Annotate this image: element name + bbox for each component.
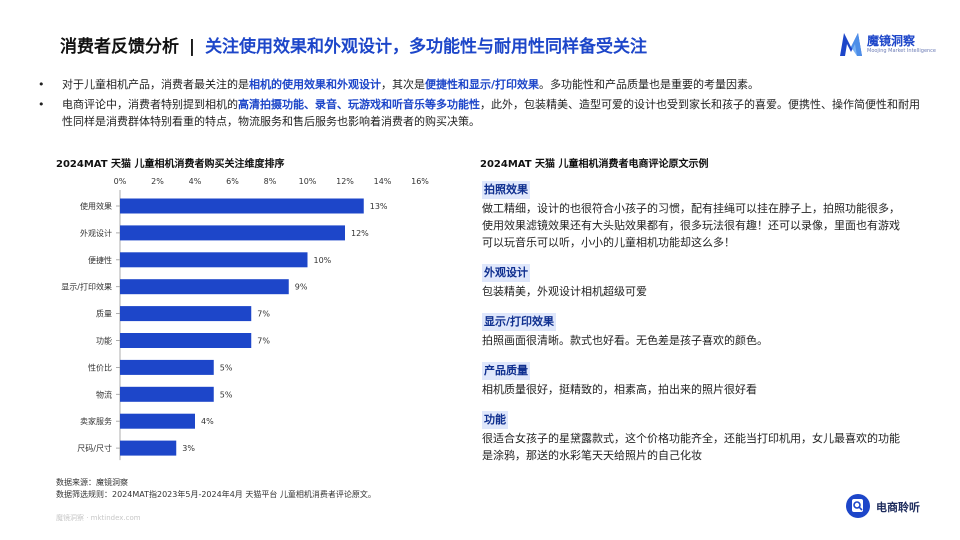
- brand-logo: 魔镜洞察 Moojing Market Intelligence: [838, 30, 938, 60]
- bar: [120, 306, 252, 322]
- brand-logo-name: 魔镜洞察: [867, 34, 916, 48]
- bullet-text: ，其次是: [381, 78, 425, 91]
- bar-value-label: 3%: [182, 444, 195, 453]
- review-item: 功能 很适合女孩子的星黛露款式，这个价格功能齐全，还能当打印机用，女儿最喜欢的功…: [482, 408, 902, 464]
- category-label: 性价比: [88, 362, 112, 372]
- bullet-dot: •: [38, 78, 45, 91]
- review-text: 包装精美，外观设计相机超级可爱: [482, 285, 647, 298]
- review-item: 产品质量 相机质量很好，挺精致的，相素高，拍出来的照片很好看: [482, 359, 902, 398]
- bar-value-label: 13%: [370, 202, 388, 211]
- review-text: 很适合女孩子的星黛露款式，这个价格功能齐全，还能当打印机用，女儿最喜欢的功能是涂…: [482, 432, 900, 462]
- data-source: 数据来源：魔镜洞察 数据筛选规则：2024MAT指2023年5月-2024年4月…: [56, 477, 376, 501]
- bar-value-label: 5%: [220, 390, 233, 399]
- badge-circle: [846, 494, 870, 518]
- bar-value-label: 12%: [351, 229, 369, 238]
- bar-value-label: 9%: [295, 283, 308, 292]
- review-text: 做工精细，设计的也很符合小孩子的习惯，配有挂绳可以挂在脖子上，拍照功能很多，使用…: [482, 202, 900, 249]
- bar: [120, 413, 195, 429]
- bullet-dot: •: [38, 98, 45, 111]
- bullet-text: 。多功能性和产品质量也是重要的考量因素。: [539, 78, 760, 91]
- chart-title: 2024MAT 天猫 儿童相机消费者购买关注维度排序: [56, 159, 285, 170]
- attention-bar-chart: 0% 2% 4% 6% 8% 10% 12% 14% 16% 使用效果 13% 外观设计 12% 便捷性 1…: [61, 177, 429, 461]
- review-tag: 产品质量: [482, 362, 530, 380]
- bar: [120, 225, 345, 241]
- review-item: 拍照效果 做工精细，设计的也很符合小孩子的习惯，配有挂绳可以挂在脖子上，拍照功能…: [482, 178, 902, 251]
- category-label: 功能: [96, 336, 112, 346]
- review-text: 拍照画面很清晰。款式也好看。无色差是孩子喜欢的颜色。: [482, 334, 768, 347]
- x-tick-label: 10%: [299, 177, 317, 186]
- bar-value-label: 7%: [257, 337, 270, 346]
- bullet-text: ，此外，包装精美、造型可爱的设计也受到家长和孩子的喜爱。便携性、操作简便性和耐用…: [62, 98, 920, 128]
- category-label: 便捷性: [88, 255, 112, 265]
- ecommerce-listening-badge: 电商聆听: [846, 494, 936, 522]
- review-item: 显示/打印效果 拍照画面很清晰。款式也好看。无色差是孩子喜欢的颜色。: [482, 310, 902, 349]
- brand-logo-icon: [840, 33, 862, 56]
- bar-value-label: 7%: [257, 310, 270, 319]
- review-tag: 外观设计: [482, 264, 530, 282]
- bar: [120, 279, 289, 295]
- bar: [120, 198, 364, 214]
- data-source-line: 数据来源：魔镜洞察: [56, 478, 128, 487]
- bar: [120, 386, 214, 402]
- review-item: 外观设计 包装精美，外观设计相机超级可爱: [482, 261, 902, 300]
- bar-value-label: 4%: [201, 417, 214, 426]
- data-filter-rule: 数据筛选规则：2024MAT指2023年5月-2024年4月 天猫平台 儿童相机…: [56, 490, 376, 499]
- review-text: 相机质量很好，挺精致的，相素高，拍出来的照片很好看: [482, 383, 757, 396]
- title-separator: |: [188, 37, 196, 57]
- x-tick-label: 16%: [411, 177, 429, 186]
- summary-bullets: • 对于儿童相机产品，消费者最关注的是相机的使用效果和外观设计，其次是便捷性和显…: [38, 76, 928, 133]
- reviews-title: 2024MAT 天猫 儿童相机消费者电商评论原文示例: [480, 159, 709, 170]
- x-tick-label: 0%: [114, 177, 127, 186]
- page-title-highlight: 关注使用效果和外观设计，多功能性与耐用性同样备受关注: [205, 37, 648, 57]
- category-label: 尺码/尺寸: [77, 443, 112, 453]
- x-tick-label: 4%: [189, 177, 202, 186]
- magnifier-icon: [852, 499, 863, 512]
- page-title-main: 消费者反馈分析: [60, 37, 179, 57]
- badge-name: 电商聆听: [876, 501, 920, 514]
- review-tag: 拍照效果: [482, 181, 530, 199]
- bar: [120, 440, 177, 456]
- category-label: 使用效果: [80, 201, 112, 211]
- x-tick-label: 12%: [336, 177, 354, 186]
- bullet-item: • 对于儿童相机产品，消费者最关注的是相机的使用效果和外观设计，其次是便捷性和显…: [38, 76, 928, 93]
- watermark: 魔镜洞察 · mktindex.com: [56, 514, 141, 522]
- bullet-highlight: 便捷性和显示/打印效果: [425, 78, 540, 91]
- review-tag: 显示/打印效果: [482, 313, 557, 331]
- bullet-highlight: 高清拍摄功能、录音、玩游戏和听音乐等多功能性: [238, 98, 480, 111]
- bullet-text: 电商评论中，消费者特别提到相机的: [62, 98, 238, 111]
- category-label: 外观设计: [80, 228, 112, 238]
- x-tick-label: 14%: [374, 177, 392, 186]
- category-label: 质量: [96, 309, 112, 319]
- bar-value-label: 10%: [314, 256, 332, 265]
- brand-logo-subtitle: Moojing Market Intelligence: [867, 48, 937, 54]
- category-label: 卖家服务: [80, 416, 112, 426]
- bullet-highlight: 相机的使用效果和外观设计: [249, 78, 381, 91]
- bar: [120, 359, 214, 375]
- bullet-item: • 电商评论中，消费者特别提到相机的高清拍摄功能、录音、玩游戏和听音乐等多功能性…: [38, 96, 928, 130]
- bar: [120, 333, 252, 348]
- category-label: 物流: [96, 389, 112, 399]
- x-tick-label: 8%: [264, 177, 277, 186]
- bar-value-label: 5%: [220, 363, 233, 372]
- page-title: 消费者反馈分析 | 关注使用效果和外观设计，多功能性与耐用性同样备受关注: [60, 32, 647, 57]
- bar: [120, 252, 308, 268]
- bullet-text: 对于儿童相机产品，消费者最关注的是: [62, 78, 249, 91]
- x-tick-label: 2%: [151, 177, 164, 186]
- review-list: 拍照效果 做工精细，设计的也很符合小孩子的习惯，配有挂绳可以挂在脖子上，拍照功能…: [482, 178, 902, 474]
- review-tag: 功能: [482, 411, 508, 429]
- x-tick-label: 6%: [226, 177, 239, 186]
- category-label: 显示/打印效果: [61, 282, 112, 292]
